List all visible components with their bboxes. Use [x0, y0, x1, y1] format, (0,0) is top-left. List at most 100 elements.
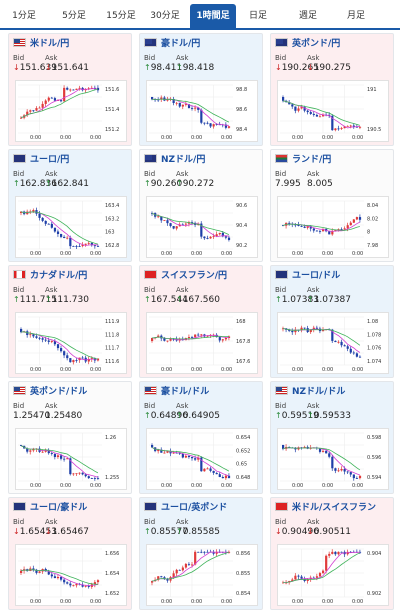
currency-card[interactable]: 英ポンド/円 Bid Ask ↓190.265 ↓190.275 191 190.5 0:00…	[270, 33, 394, 146]
currency-card[interactable]: カナダドル/円 Bid Ask ↑111.715 ↑111.730 111.9 111.8 1…	[8, 265, 132, 378]
candlestick-chart[interactable]: 0.654 0.652 0.65 0.648 0:00 0:00 0:00	[146, 428, 258, 490]
candle-body	[358, 217, 362, 220]
currency-pair-title[interactable]: カナダドル/円	[13, 269, 87, 283]
currency-pair-title[interactable]: スイスフラン/円	[144, 269, 227, 283]
candle-body	[318, 448, 322, 452]
currency-pair-title[interactable]: 英ポンド/円	[275, 37, 340, 51]
currency-card[interactable]: NZドル/ドル Bid Ask ↑0.59519 ↑0.59533 0.598 0.596 0…	[270, 381, 394, 494]
candlestick-chart[interactable]: 98.8 98.6 98.4 0:00 0:00 0:00	[146, 80, 258, 142]
candle-body	[340, 551, 343, 553]
currency-pair-title[interactable]: ユーロ/豪ドル	[13, 501, 87, 515]
candlestick-chart[interactable]: 0.856 0.855 0.854 0:00 0:00 0:00	[146, 544, 258, 606]
candlestick-chart[interactable]: 8.04 8.02 8 7.98 0:00 0:00 0:00	[277, 196, 389, 258]
tab-5[interactable]: 日足	[248, 11, 267, 21]
candle-body	[227, 237, 231, 240]
currency-pair-title[interactable]: 米ドル/スイスフラン	[275, 501, 376, 515]
x-tick-label: 0:00	[161, 367, 172, 373]
ask-value-text: 1.25480	[45, 411, 83, 421]
candle-body	[312, 327, 315, 330]
candlestick-chart[interactable]: 0.598 0.596 0.594 0:00 0:00 0:00	[277, 428, 389, 490]
y-tick-label: 0.854	[236, 591, 250, 597]
bid-value: 111.715	[19, 295, 57, 305]
candle-body	[163, 220, 166, 221]
candle-body	[160, 449, 163, 453]
currency-card[interactable]: 英ポンド/ドル Bid Ask 1.25470 1.25480 1.26 1.255 0:00…	[8, 381, 132, 494]
candlestick-chart[interactable]: 151.6 151.4 151.2 0:00 0:00 0:00	[15, 80, 127, 142]
moving-average-short-line	[20, 569, 98, 586]
candle-body	[318, 230, 322, 232]
candle-body	[157, 216, 160, 218]
tab-7[interactable]: 月足	[346, 11, 365, 21]
candle-body	[38, 107, 41, 109]
candle-body	[349, 551, 352, 553]
arrow-up-icon: ↑	[144, 179, 151, 188]
x-tick-label: 0:00	[221, 251, 232, 257]
currency-pair-title[interactable]: ユーロ/ドル	[275, 269, 340, 283]
currency-pair-title[interactable]: 豪ドル/円	[144, 37, 200, 51]
currency-card[interactable]: 米ドル/スイスフラン Bid Ask ↓0.90496 ↓0.90511 0.904 0.9…	[270, 497, 394, 610]
currency-card[interactable]: NZドル/円 Bid Ask ↑90.260 ↑90.272 90.6 90.4 90.2 0:…	[139, 149, 263, 262]
currency-card[interactable]: ユーロ/円 Bid Ask ↑162.836 ↑162.841 163.4 163.2 163…	[8, 149, 132, 262]
candlestick-chart[interactable]: 0.904 0.902 0:00 0:00 0:00	[277, 544, 389, 606]
candle-body	[297, 224, 300, 226]
currency-card[interactable]: ユーロ/英ポンド Bid Ask ↑0.85577 ↑0.85585 0.856 0.855…	[139, 497, 263, 610]
currency-card[interactable]: 米ドル/円 Bid Ask ↓151.639 ↓151.641 151.6 151.4 151…	[8, 33, 132, 146]
candle-body	[87, 476, 90, 479]
currency-pair-title[interactable]: 豪ドル/ドル	[144, 385, 209, 399]
tab-4[interactable]: 1時間足	[190, 4, 236, 28]
candle-body	[209, 468, 212, 471]
currency-pair-title[interactable]: ランド/円	[275, 153, 331, 167]
candlestick-chart[interactable]: 168 167.8 167.6 0:00 0:00 0:00	[146, 312, 258, 374]
currency-card[interactable]: ユーロ/豪ドル Bid Ask ↓1.65453 ↓1.65467 1.656 1.654 1…	[8, 497, 132, 610]
currency-card[interactable]: スイスフラン/円 Bid Ask ↑167.544 ↑167.560 168 167.8 16…	[139, 265, 263, 378]
candlestick-chart[interactable]: 111.9 111.8 111.7 111.6 0:00 0:00 0:00	[15, 312, 127, 374]
tab-1[interactable]: 5分足	[62, 11, 86, 21]
candlestick-chart[interactable]: 191 190.5 0:00 0:00 0:00	[277, 80, 389, 142]
currency-pair-title[interactable]: ユーロ/英ポンド	[144, 501, 227, 515]
x-tick-label: 0:00	[292, 483, 303, 489]
candle-body	[50, 453, 53, 454]
bid-label: Bid	[144, 402, 156, 410]
candle-body	[215, 234, 218, 236]
currency-card[interactable]: ランド/円 Bid Ask 7.995 8.005 8.04 8.02 8 7.98 0:00 0:…	[270, 149, 394, 262]
candlestick-chart[interactable]: 1.26 1.255 0:00 0:00 0:00	[15, 428, 127, 490]
candle-body	[20, 570, 23, 573]
arrow-up-icon: ↑	[144, 295, 151, 304]
candle-body	[175, 569, 178, 574]
candle-body	[151, 97, 154, 100]
candlestick-chart[interactable]: 90.6 90.4 90.2 0:00 0:00 0:00	[146, 196, 258, 258]
y-tick-label: 0.65	[236, 462, 247, 468]
candle-body	[178, 224, 181, 227]
tab-3[interactable]: 30分足	[150, 11, 180, 21]
currency-pair-title[interactable]: NZドル/ドル	[275, 385, 345, 399]
moving-average-long-line	[282, 223, 360, 231]
candle-body	[331, 329, 334, 341]
currency-card[interactable]: 豪ドル/円 Bid Ask ↑98.411 ↑98.418 98.8 98.6 98.4 0:0…	[139, 33, 263, 146]
candle-body	[349, 125, 352, 127]
candle-body	[322, 329, 325, 332]
y-tick-label: 0.652	[236, 448, 250, 454]
candlestick-chart[interactable]: 163.4 163.2 163 162.8 0:00 0:00 0:00	[15, 196, 127, 258]
currency-card[interactable]: ユーロ/ドル Bid Ask ↑1.07383 ↑1.07387 1.08 1.078 1.0…	[270, 265, 394, 378]
currency-card[interactable]: 豪ドル/ドル Bid Ask ↑0.64896 ↑0.64905 0.654 0.652 0.…	[139, 381, 263, 494]
x-tick-label: 0:00	[60, 483, 71, 489]
candlestick-chart[interactable]: 1.08 1.078 1.076 1.074 0:00 0:00 0:00	[277, 312, 389, 374]
currency-pair-title[interactable]: 米ドル/円	[13, 37, 69, 51]
tab-6[interactable]: 週足	[298, 11, 317, 21]
candle-body	[157, 449, 160, 452]
ask-value: ↑1.07387	[307, 295, 351, 305]
candle-body	[75, 473, 78, 475]
currency-pair-title[interactable]: NZドル/円	[144, 153, 205, 167]
candle-body	[41, 451, 44, 453]
candle-body	[203, 468, 206, 472]
currency-pair-title[interactable]: 英ポンド/ドル	[13, 385, 87, 399]
candlestick-chart[interactable]: 1.656 1.654 1.652 0:00 0:00 0:00	[15, 544, 127, 606]
bid-ask-labels: Bid Ask	[13, 402, 58, 410]
arrow-down-icon: ↓	[275, 527, 282, 536]
tab-0[interactable]: 1分足	[12, 11, 36, 21]
currency-pair-title[interactable]: ユーロ/円	[13, 153, 69, 167]
candle-body	[227, 336, 231, 338]
candle-body	[32, 110, 35, 112]
tab-2[interactable]: 15分足	[106, 11, 136, 21]
candle-body	[303, 226, 306, 228]
